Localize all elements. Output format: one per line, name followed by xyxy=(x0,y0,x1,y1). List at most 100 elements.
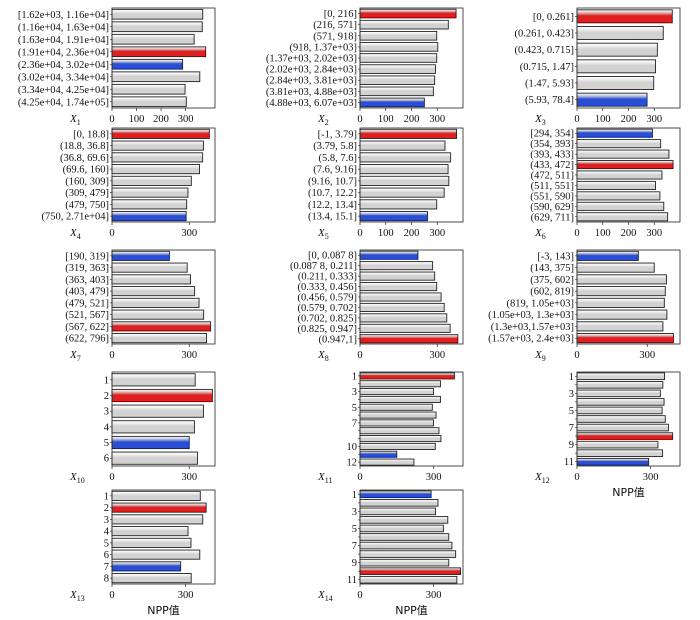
x-tick-label: 300 xyxy=(643,472,659,483)
category-label: 1 xyxy=(352,371,357,382)
category-label: 10 xyxy=(347,442,358,453)
category-label: 5 xyxy=(104,438,109,449)
panel-label-main: X xyxy=(317,471,326,483)
bar xyxy=(111,404,204,418)
bar xyxy=(111,490,201,501)
plot-frame xyxy=(111,489,216,585)
category-label: 2 xyxy=(104,503,109,514)
category-label: 8 xyxy=(104,574,109,585)
category-label: 1 xyxy=(104,375,109,386)
x-tick-label: 300 xyxy=(639,350,655,361)
panel-label-sub: 1 xyxy=(77,118,81,127)
panel-label: X14 xyxy=(317,589,333,603)
x-tick-label: 100 xyxy=(595,114,611,125)
bar xyxy=(111,83,186,95)
bar xyxy=(359,313,448,323)
x-tick-label: 0 xyxy=(574,228,579,239)
x-tick-label: 0 xyxy=(357,228,362,239)
bar xyxy=(111,451,198,465)
bar xyxy=(111,152,204,163)
category-label: (160, 309] xyxy=(65,176,109,187)
bar xyxy=(359,516,449,524)
panel-label: X8 xyxy=(317,349,329,363)
category-label: [-3, 143] xyxy=(537,251,574,262)
category-label: (12.2, 13.4] xyxy=(308,200,357,211)
bar xyxy=(359,86,434,97)
category-label: (629, 711] xyxy=(531,212,574,223)
bar xyxy=(111,140,204,151)
x-tick-label: 0 xyxy=(357,590,362,601)
bar xyxy=(576,333,674,344)
bar xyxy=(111,71,201,83)
category-label: (0.825, 0.947] xyxy=(298,324,358,335)
category-label: (602, 819] xyxy=(530,287,574,298)
x-tick-label: 0 xyxy=(574,350,579,361)
category-label: [0, 216] xyxy=(324,9,357,20)
x-tick-label: 0 xyxy=(109,350,114,361)
category-label: (918, 1.37e+03] xyxy=(290,42,357,53)
category-label: (511, 551] xyxy=(531,181,574,192)
bar xyxy=(576,42,658,57)
bar xyxy=(359,199,438,210)
bar xyxy=(576,170,663,180)
x-axis-title: NPP值 xyxy=(612,486,645,499)
bar xyxy=(576,389,661,398)
bar xyxy=(359,128,458,139)
panel-label-sub: 14 xyxy=(325,594,333,603)
category-label: 5 xyxy=(352,524,357,535)
bar xyxy=(359,175,450,186)
bar xyxy=(359,30,438,41)
bar xyxy=(576,212,669,222)
bar xyxy=(576,398,665,406)
bar xyxy=(576,406,663,415)
bar xyxy=(576,262,655,273)
bar xyxy=(111,58,184,70)
category-label: (0.456, 0.579] xyxy=(298,293,358,304)
category-label: (3.02e+04, 3.34e+04] xyxy=(18,72,109,83)
category-label: (10.7, 12.2] xyxy=(308,188,357,199)
category-label: (3.81e+03, 4.88e+03] xyxy=(266,87,357,98)
plot-frame xyxy=(111,127,216,223)
x-tick-label: 300 xyxy=(429,228,445,239)
category-label: (0.333, 0.456] xyxy=(298,282,358,293)
category-label: [1.62e+03, 1.16e+04] xyxy=(18,10,109,21)
bar xyxy=(359,458,415,466)
panel-label: X5 xyxy=(317,227,329,241)
category-label: (5.93, 78.4] xyxy=(525,95,574,106)
category-label: (319, 363] xyxy=(65,263,109,274)
category-label: 7 xyxy=(352,541,357,552)
category-label: [0, 18.8] xyxy=(73,129,109,140)
bar xyxy=(576,149,670,159)
bar xyxy=(359,450,398,458)
category-label: (309, 479] xyxy=(65,188,109,199)
bar xyxy=(359,8,457,19)
panel-label-sub: 7 xyxy=(77,354,81,363)
bar xyxy=(111,502,207,513)
category-label: 3 xyxy=(104,407,109,418)
panel-label: X10 xyxy=(69,471,85,485)
category-label: (3.34e+04, 4.25e+04] xyxy=(18,85,109,96)
bar xyxy=(111,435,190,450)
bar xyxy=(576,180,656,190)
category-label: 4 xyxy=(104,527,110,538)
bar xyxy=(111,96,187,108)
category-label: (393, 433] xyxy=(530,150,574,161)
x-tick-label: 100 xyxy=(595,228,611,239)
bar xyxy=(576,415,666,423)
category-label: (521, 567] xyxy=(65,310,109,321)
bar xyxy=(111,128,210,139)
x-tick-label: 0 xyxy=(574,114,579,125)
panel-x12: 1 3 5 7 9 110 300 X12 NPP值 xyxy=(534,371,681,499)
category-label: 9 xyxy=(352,558,357,569)
panel-label-main: X xyxy=(317,589,326,601)
category-label: (1.05e+03, 1.3e+03] xyxy=(488,310,574,321)
x-tick-label: 0 xyxy=(574,472,579,483)
x-axis-title: NPP值 xyxy=(395,604,428,617)
bar xyxy=(576,191,661,201)
panel-label-main: X xyxy=(317,227,326,239)
bar xyxy=(359,380,441,388)
bar xyxy=(359,575,458,584)
bar xyxy=(111,420,195,434)
panel-label-sub: 11 xyxy=(325,476,333,485)
panel-label-sub: 8 xyxy=(325,354,329,363)
